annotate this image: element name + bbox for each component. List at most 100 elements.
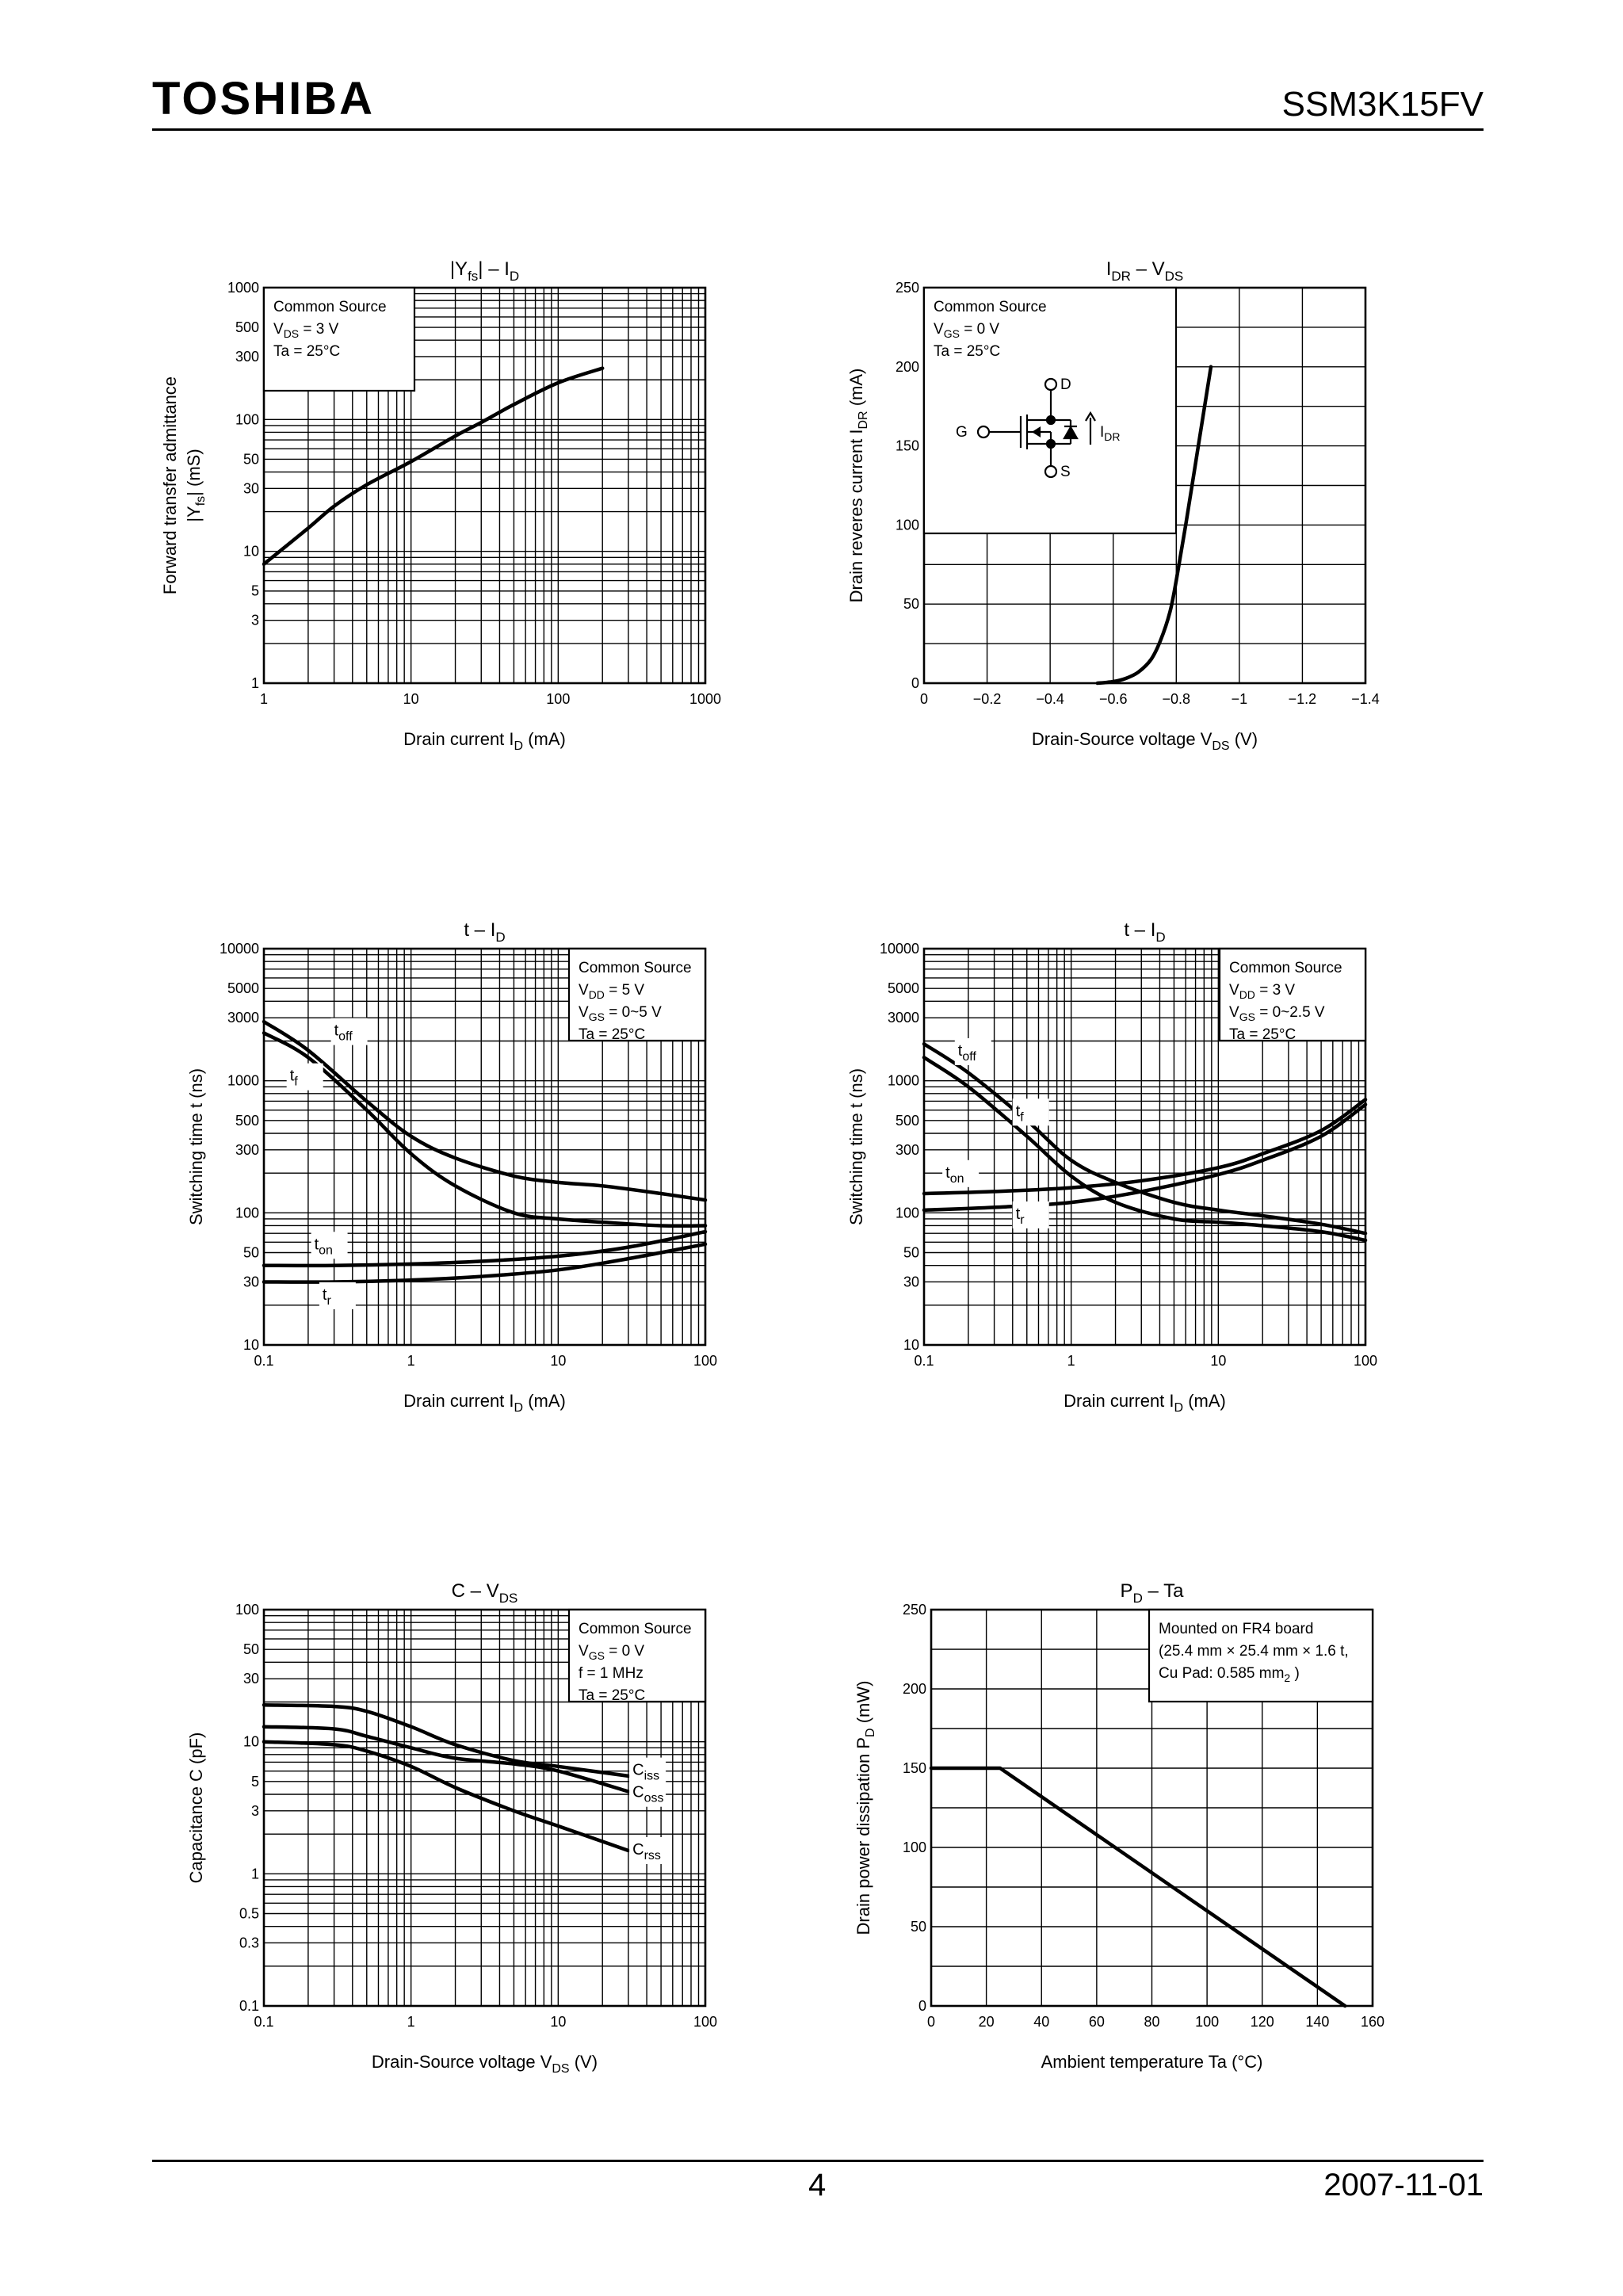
legend-line: Mounted on FR4 board bbox=[1159, 1621, 1313, 1637]
legend-line: Ta = 25°C bbox=[273, 343, 340, 360]
y-axis-label-part: (mA) bbox=[846, 369, 866, 411]
y-axis-sub-label: |Yfs| (mS) bbox=[184, 449, 208, 521]
chart-title-part: DS bbox=[499, 1591, 518, 1606]
y-tick-label: 10 bbox=[243, 1734, 259, 1750]
y-tick-label: 300 bbox=[235, 349, 259, 365]
legend-frame bbox=[262, 286, 416, 392]
y-tick-label: 300 bbox=[235, 1142, 259, 1158]
x-tick-label: 20 bbox=[979, 2014, 995, 2030]
x-axis-label-part: Drain current I bbox=[403, 729, 514, 749]
x-tick-label: 10 bbox=[550, 1353, 566, 1369]
legend-line-part: Common Source bbox=[273, 299, 387, 315]
x-axis-label-part: DS bbox=[1212, 739, 1229, 753]
legend-line-part: Ta = 25°C bbox=[579, 1026, 645, 1043]
y-tick-label: 1 bbox=[251, 675, 259, 691]
x-axis-label-part: Drain current I bbox=[1064, 1391, 1174, 1411]
curve-label-sub: on bbox=[950, 1172, 964, 1186]
legend-line-part: 2 bbox=[1284, 1671, 1290, 1684]
y-tick-label: 50 bbox=[243, 451, 259, 467]
legend-line: f = 1 MHz bbox=[579, 1665, 643, 1682]
y-axis-label: Switching time t (ns) bbox=[846, 1068, 866, 1225]
x-axis-label: Drain-Source voltage VDS (V) bbox=[372, 2052, 598, 2076]
series-line-ton bbox=[262, 1229, 708, 1268]
x-tick-label: −0.8 bbox=[1163, 691, 1191, 707]
legend-line-part: Ta = 25°C bbox=[934, 343, 1000, 360]
y-tick-label: 150 bbox=[896, 438, 919, 454]
y-tick-label: 1000 bbox=[227, 280, 259, 296]
legend-line-part: V bbox=[273, 321, 284, 338]
x-tick-label: 40 bbox=[1033, 2014, 1049, 2030]
curve-label-sub: oss bbox=[644, 1792, 664, 1805]
y-tick-label: 50 bbox=[243, 1641, 259, 1657]
x-tick-label: 10 bbox=[403, 691, 419, 707]
legend-line-part: GS bbox=[944, 327, 960, 340]
legend-line-part: (25.4 mm × 25.4 mm × 1.6 t, bbox=[1159, 1643, 1349, 1660]
legend-line: Common Source bbox=[273, 299, 387, 315]
x-axis-label-part: D bbox=[514, 1401, 524, 1415]
y-axis-label-part: Drain power dissipation P bbox=[854, 1737, 873, 1935]
x-tick-label: −1.4 bbox=[1351, 691, 1380, 707]
y-tick-label: 500 bbox=[235, 319, 259, 335]
curve-label: Crss bbox=[632, 1841, 661, 1862]
y-axis-label-part: Switching time t (ns) bbox=[186, 1068, 206, 1225]
legend-line-part: = 0~2.5 V bbox=[1255, 1004, 1325, 1021]
legend-line: Common Source bbox=[579, 960, 692, 976]
legend-frame bbox=[567, 947, 707, 1042]
curve-label-bg bbox=[954, 1037, 991, 1065]
x-axis-label: Drain current ID (mA) bbox=[1064, 1391, 1226, 1415]
x-tick-label: 100 bbox=[693, 2014, 717, 2030]
legend-line-part: Common Source bbox=[579, 960, 692, 976]
chart-title: PD – Ta bbox=[1121, 1580, 1185, 1606]
series-line-tf bbox=[262, 1031, 708, 1228]
series-line-ciss bbox=[262, 1702, 631, 1778]
page-number: 4 bbox=[808, 2168, 827, 2202]
y-tick-label: 300 bbox=[896, 1142, 919, 1158]
x-tick-label: 0.1 bbox=[914, 1353, 934, 1369]
curve-label-bg bbox=[1012, 1201, 1049, 1228]
curve-label-sub: rss bbox=[644, 1849, 661, 1862]
chart-title: C – VDS bbox=[452, 1580, 518, 1606]
x-tick-label: 0.1 bbox=[254, 2014, 273, 2030]
x-tick-label: 10 bbox=[550, 2014, 566, 2030]
series-line-crss bbox=[262, 1740, 631, 1853]
x-tick-label: −1.2 bbox=[1289, 691, 1317, 707]
chart-idr: 0 −0.2 −0.4 −0.6 −0.8 −1 −1.2 −1.4 0 50 100 150 200 2… bbox=[846, 258, 1380, 753]
chart-title-part: |Y bbox=[450, 258, 468, 280]
x-tick-label: 100 bbox=[546, 691, 570, 707]
y-tick-label: 3 bbox=[251, 1803, 259, 1819]
curve-label-main: C bbox=[632, 1784, 643, 1801]
legend-line: (25.4 mm × 25.4 mm × 1.6 t, bbox=[1159, 1643, 1349, 1660]
y-tick-label: 5 bbox=[251, 1774, 259, 1790]
y-tick-label: 3000 bbox=[888, 1010, 919, 1026]
x-tick-label: 140 bbox=[1305, 2014, 1329, 2030]
y-axis-label-part: D bbox=[864, 1728, 877, 1737]
plot-frame bbox=[262, 286, 707, 685]
legend-box: Mounted on FR4 board (25.4 mm × 25.4 mm ×… bbox=[1148, 1608, 1374, 1703]
x-axis-label: Drain-Source voltage VDS (V) bbox=[1032, 729, 1258, 753]
chart-title-part: P bbox=[1121, 1580, 1133, 1602]
y-tick-label: 0 bbox=[911, 675, 919, 691]
x-tick-label: 100 bbox=[1354, 1353, 1377, 1369]
curve-label-main: t bbox=[315, 1236, 319, 1253]
y-tick-label: 0.3 bbox=[239, 1935, 259, 1950]
curve-label-sub: f bbox=[294, 1075, 298, 1089]
y-axis-label-part: Switching time t (ns) bbox=[846, 1068, 866, 1225]
curve-label-main: t bbox=[323, 1286, 327, 1304]
x-axis-label-part: D bbox=[1174, 1401, 1184, 1415]
curve-label-main: t bbox=[1016, 1102, 1021, 1120]
y-axis-label-part: (mW) bbox=[854, 1681, 873, 1729]
chart-title-part: – V bbox=[1131, 258, 1165, 280]
legend-line-part: DD bbox=[1239, 988, 1255, 1001]
y-tick-label: 0.1 bbox=[239, 1998, 259, 2014]
plot-frame bbox=[262, 947, 707, 1347]
legend-line: Cu Pad: 0.585 mm2 ) bbox=[1159, 1665, 1300, 1684]
part-number: SSM3K15FV bbox=[1281, 85, 1484, 124]
y-tick-label: 10000 bbox=[880, 941, 919, 957]
y-tick-label: 250 bbox=[896, 280, 919, 296]
legend-line: Common Source bbox=[934, 299, 1047, 315]
y-tick-label: 50 bbox=[911, 1919, 926, 1935]
legend-line: Common Source bbox=[579, 1621, 692, 1637]
